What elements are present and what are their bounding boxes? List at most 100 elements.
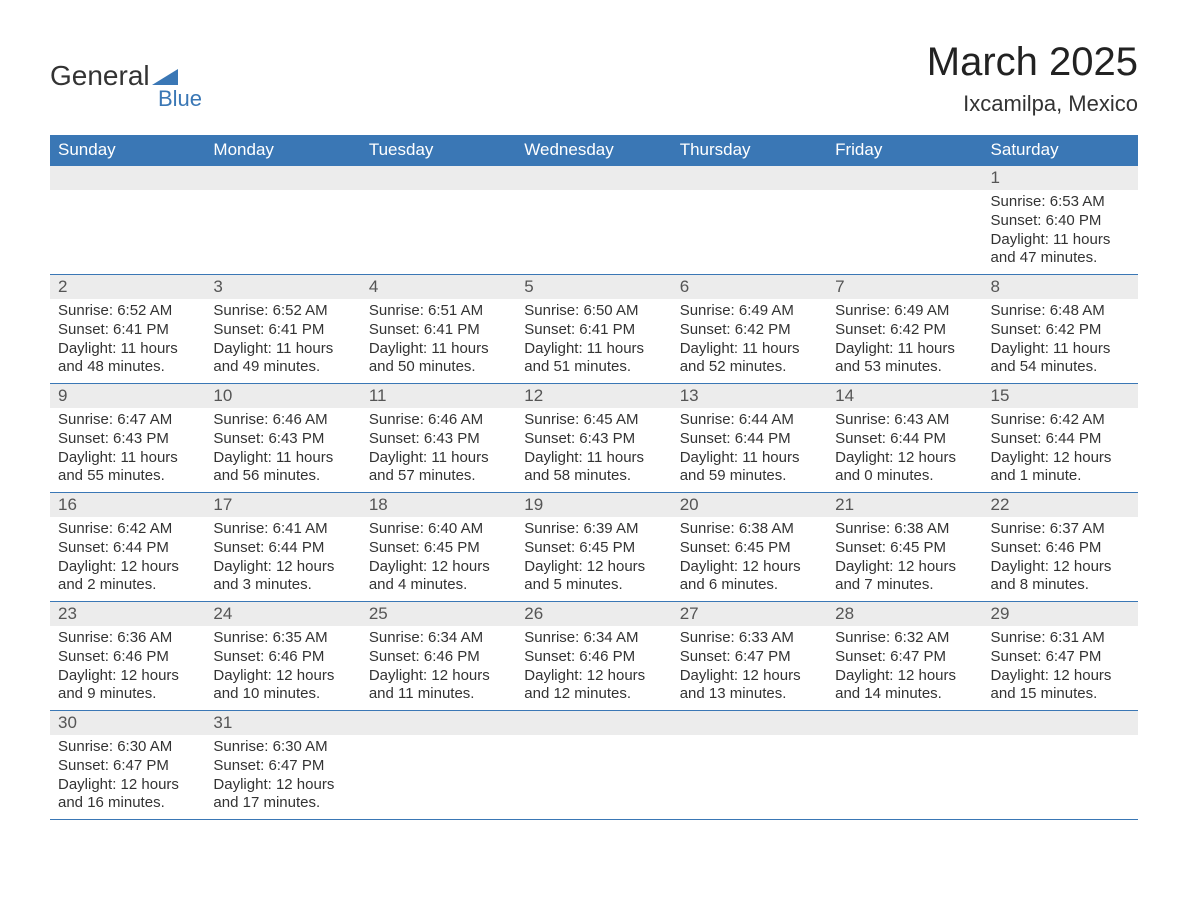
day-sunrise: Sunrise: 6:30 AM bbox=[213, 738, 352, 757]
day-number: 8 bbox=[983, 275, 1138, 299]
calendar-cell: 25Sunrise: 6:34 AMSunset: 6:46 PMDayligh… bbox=[361, 602, 516, 711]
day-content: Sunrise: 6:35 AMSunset: 6:46 PMDaylight:… bbox=[205, 626, 360, 710]
day-sunset: Sunset: 6:44 PM bbox=[991, 430, 1130, 449]
calendar-cell: 1Sunrise: 6:53 AMSunset: 6:40 PMDaylight… bbox=[983, 166, 1138, 275]
day-number: 24 bbox=[205, 602, 360, 626]
calendar-cell: 2Sunrise: 6:52 AMSunset: 6:41 PMDaylight… bbox=[50, 275, 205, 384]
day-sunrise: Sunrise: 6:40 AM bbox=[369, 520, 508, 539]
calendar-cell bbox=[827, 166, 982, 275]
calendar-cell: 7Sunrise: 6:49 AMSunset: 6:42 PMDaylight… bbox=[827, 275, 982, 384]
day-sunset: Sunset: 6:42 PM bbox=[991, 321, 1130, 340]
day-content: Sunrise: 6:48 AMSunset: 6:42 PMDaylight:… bbox=[983, 299, 1138, 383]
day-content: Sunrise: 6:31 AMSunset: 6:47 PMDaylight:… bbox=[983, 626, 1138, 710]
day-sunset: Sunset: 6:45 PM bbox=[835, 539, 974, 558]
day-sunset: Sunset: 6:40 PM bbox=[991, 212, 1130, 231]
day-daylight: Daylight: 11 hours and 53 minutes. bbox=[835, 340, 974, 378]
day-sunrise: Sunrise: 6:38 AM bbox=[680, 520, 819, 539]
day-number: 31 bbox=[205, 711, 360, 735]
col-friday: Friday bbox=[827, 135, 982, 166]
day-daylight: Daylight: 11 hours and 50 minutes. bbox=[369, 340, 508, 378]
day-number: 26 bbox=[516, 602, 671, 626]
day-number: 27 bbox=[672, 602, 827, 626]
day-sunset: Sunset: 6:47 PM bbox=[991, 648, 1130, 667]
day-sunset: Sunset: 6:47 PM bbox=[835, 648, 974, 667]
day-number: 7 bbox=[827, 275, 982, 299]
calendar-week-row: 9Sunrise: 6:47 AMSunset: 6:43 PMDaylight… bbox=[50, 384, 1138, 493]
day-content: Sunrise: 6:51 AMSunset: 6:41 PMDaylight:… bbox=[361, 299, 516, 383]
day-daylight: Daylight: 12 hours and 2 minutes. bbox=[58, 558, 197, 596]
calendar-cell: 24Sunrise: 6:35 AMSunset: 6:46 PMDayligh… bbox=[205, 602, 360, 711]
day-number: 6 bbox=[672, 275, 827, 299]
calendar-table: Sunday Monday Tuesday Wednesday Thursday… bbox=[50, 135, 1138, 820]
day-sunrise: Sunrise: 6:38 AM bbox=[835, 520, 974, 539]
calendar-cell: 3Sunrise: 6:52 AMSunset: 6:41 PMDaylight… bbox=[205, 275, 360, 384]
calendar-cell: 28Sunrise: 6:32 AMSunset: 6:47 PMDayligh… bbox=[827, 602, 982, 711]
day-sunset: Sunset: 6:47 PM bbox=[213, 757, 352, 776]
day-number: 10 bbox=[205, 384, 360, 408]
calendar-cell: 17Sunrise: 6:41 AMSunset: 6:44 PMDayligh… bbox=[205, 493, 360, 602]
calendar-cell: 4Sunrise: 6:51 AMSunset: 6:41 PMDaylight… bbox=[361, 275, 516, 384]
day-daylight: Daylight: 11 hours and 51 minutes. bbox=[524, 340, 663, 378]
day-sunset: Sunset: 6:43 PM bbox=[213, 430, 352, 449]
day-sunrise: Sunrise: 6:41 AM bbox=[213, 520, 352, 539]
calendar-week-row: 23 Sunrise: 6:36 AM Sunset: 6:46 PM Dayligh… bbox=[50, 602, 1138, 711]
day-content: Sunrise: 6:47 AMSunset: 6:43 PMDaylight:… bbox=[50, 408, 205, 492]
day-daylight: Daylight: 12 hours and 1 minute. bbox=[991, 449, 1130, 487]
day-content: Sunrise: 6:34 AMSunset: 6:46 PMDaylight:… bbox=[361, 626, 516, 710]
day-sunset: Sunset: 6:41 PM bbox=[58, 321, 197, 340]
calendar-cell: 31Sunrise: 6:30 AMSunset: 6:47 PMDayligh… bbox=[205, 711, 360, 820]
day-sunrise: Sunrise: 6:43 AM bbox=[835, 411, 974, 430]
calendar-cell: 26Sunrise: 6:34 AMSunset: 6:46 PMDayligh… bbox=[516, 602, 671, 711]
day-daylight: Daylight: 11 hours and 52 minutes. bbox=[680, 340, 819, 378]
day-number: 2 bbox=[50, 275, 205, 299]
day-sunset: Sunset: 6:43 PM bbox=[369, 430, 508, 449]
day-daylight: Daylight: 12 hours and 12 minutes. bbox=[524, 667, 663, 705]
calendar-cell: 16Sunrise: 6:42 AMSunset: 6:44 PMDayligh… bbox=[50, 493, 205, 602]
day-content: Sunrise: 6:41 AMSunset: 6:44 PMDaylight:… bbox=[205, 517, 360, 601]
day-daylight: Daylight: 12 hours and 14 minutes. bbox=[835, 667, 974, 705]
calendar-cell: 15Sunrise: 6:42 AMSunset: 6:44 PMDayligh… bbox=[983, 384, 1138, 493]
day-sunset: Sunset: 6:45 PM bbox=[680, 539, 819, 558]
day-daylight: Daylight: 12 hours and 3 minutes. bbox=[213, 558, 352, 596]
day-sunrise: Sunrise: 6:30 AM bbox=[58, 738, 197, 757]
calendar-cell: 30Sunrise: 6:30 AMSunset: 6:47 PMDayligh… bbox=[50, 711, 205, 820]
day-sunrise: Sunrise: 6:52 AM bbox=[58, 302, 197, 321]
calendar-body: 1Sunrise: 6:53 AMSunset: 6:40 PMDaylight… bbox=[50, 166, 1138, 820]
calendar-cell: 14Sunrise: 6:43 AMSunset: 6:44 PMDayligh… bbox=[827, 384, 982, 493]
calendar-cell bbox=[983, 711, 1138, 820]
day-daylight: Daylight: 12 hours and 4 minutes. bbox=[369, 558, 508, 596]
day-sunrise: Sunrise: 6:39 AM bbox=[524, 520, 663, 539]
calendar-cell: 23Sunrise: 6:36 AMSunset: 6:46 PMDayligh… bbox=[50, 602, 205, 711]
day-number: 28 bbox=[827, 602, 982, 626]
calendar-week-row: 30Sunrise: 6:30 AMSunset: 6:47 PMDayligh… bbox=[50, 711, 1138, 820]
day-daylight: Daylight: 12 hours and 15 minutes. bbox=[991, 667, 1130, 705]
day-content: Sunrise: 6:42 AMSunset: 6:44 PMDaylight:… bbox=[50, 517, 205, 601]
day-sunset: Sunset: 6:46 PM bbox=[369, 648, 508, 667]
calendar-cell: 12Sunrise: 6:45 AMSunset: 6:43 PMDayligh… bbox=[516, 384, 671, 493]
col-thursday: Thursday bbox=[672, 135, 827, 166]
day-content: Sunrise: 6:30 AMSunset: 6:47 PMDaylight:… bbox=[205, 735, 360, 819]
day-number: 23 bbox=[50, 602, 205, 626]
day-sunrise: Sunrise: 6:42 AM bbox=[58, 520, 197, 539]
day-content: Sunrise: 6:34 AMSunset: 6:46 PMDaylight:… bbox=[516, 626, 671, 710]
day-sunrise: Sunrise: 6:49 AM bbox=[680, 302, 819, 321]
day-daylight: Daylight: 12 hours and 0 minutes. bbox=[835, 449, 974, 487]
day-daylight: Daylight: 12 hours and 8 minutes. bbox=[991, 558, 1130, 596]
day-sunrise: Sunrise: 6:48 AM bbox=[991, 302, 1130, 321]
day-daylight: Daylight: 11 hours and 49 minutes. bbox=[213, 340, 352, 378]
day-sunset: Sunset: 6:43 PM bbox=[58, 430, 197, 449]
day-daylight: Daylight: 11 hours and 54 minutes. bbox=[991, 340, 1130, 378]
day-sunrise: Sunrise: 6:37 AM bbox=[991, 520, 1130, 539]
day-sunset: Sunset: 6:45 PM bbox=[524, 539, 663, 558]
day-content: Sunrise: 6:45 AMSunset: 6:43 PMDaylight:… bbox=[516, 408, 671, 492]
day-sunrise: Sunrise: 6:51 AM bbox=[369, 302, 508, 321]
logo: General Blue bbox=[50, 60, 202, 112]
day-sunrise: Sunrise: 6:31 AM bbox=[991, 629, 1130, 648]
col-saturday: Saturday bbox=[983, 135, 1138, 166]
day-content: Sunrise: 6:38 AMSunset: 6:45 PMDaylight:… bbox=[672, 517, 827, 601]
day-daylight: Daylight: 12 hours and 13 minutes. bbox=[680, 667, 819, 705]
day-daylight: Daylight: 12 hours and 5 minutes. bbox=[524, 558, 663, 596]
location-subtitle: Ixcamilpa, Mexico bbox=[927, 91, 1138, 117]
day-sunrise: Sunrise: 6:36 AM bbox=[58, 629, 197, 648]
day-number: 4 bbox=[361, 275, 516, 299]
